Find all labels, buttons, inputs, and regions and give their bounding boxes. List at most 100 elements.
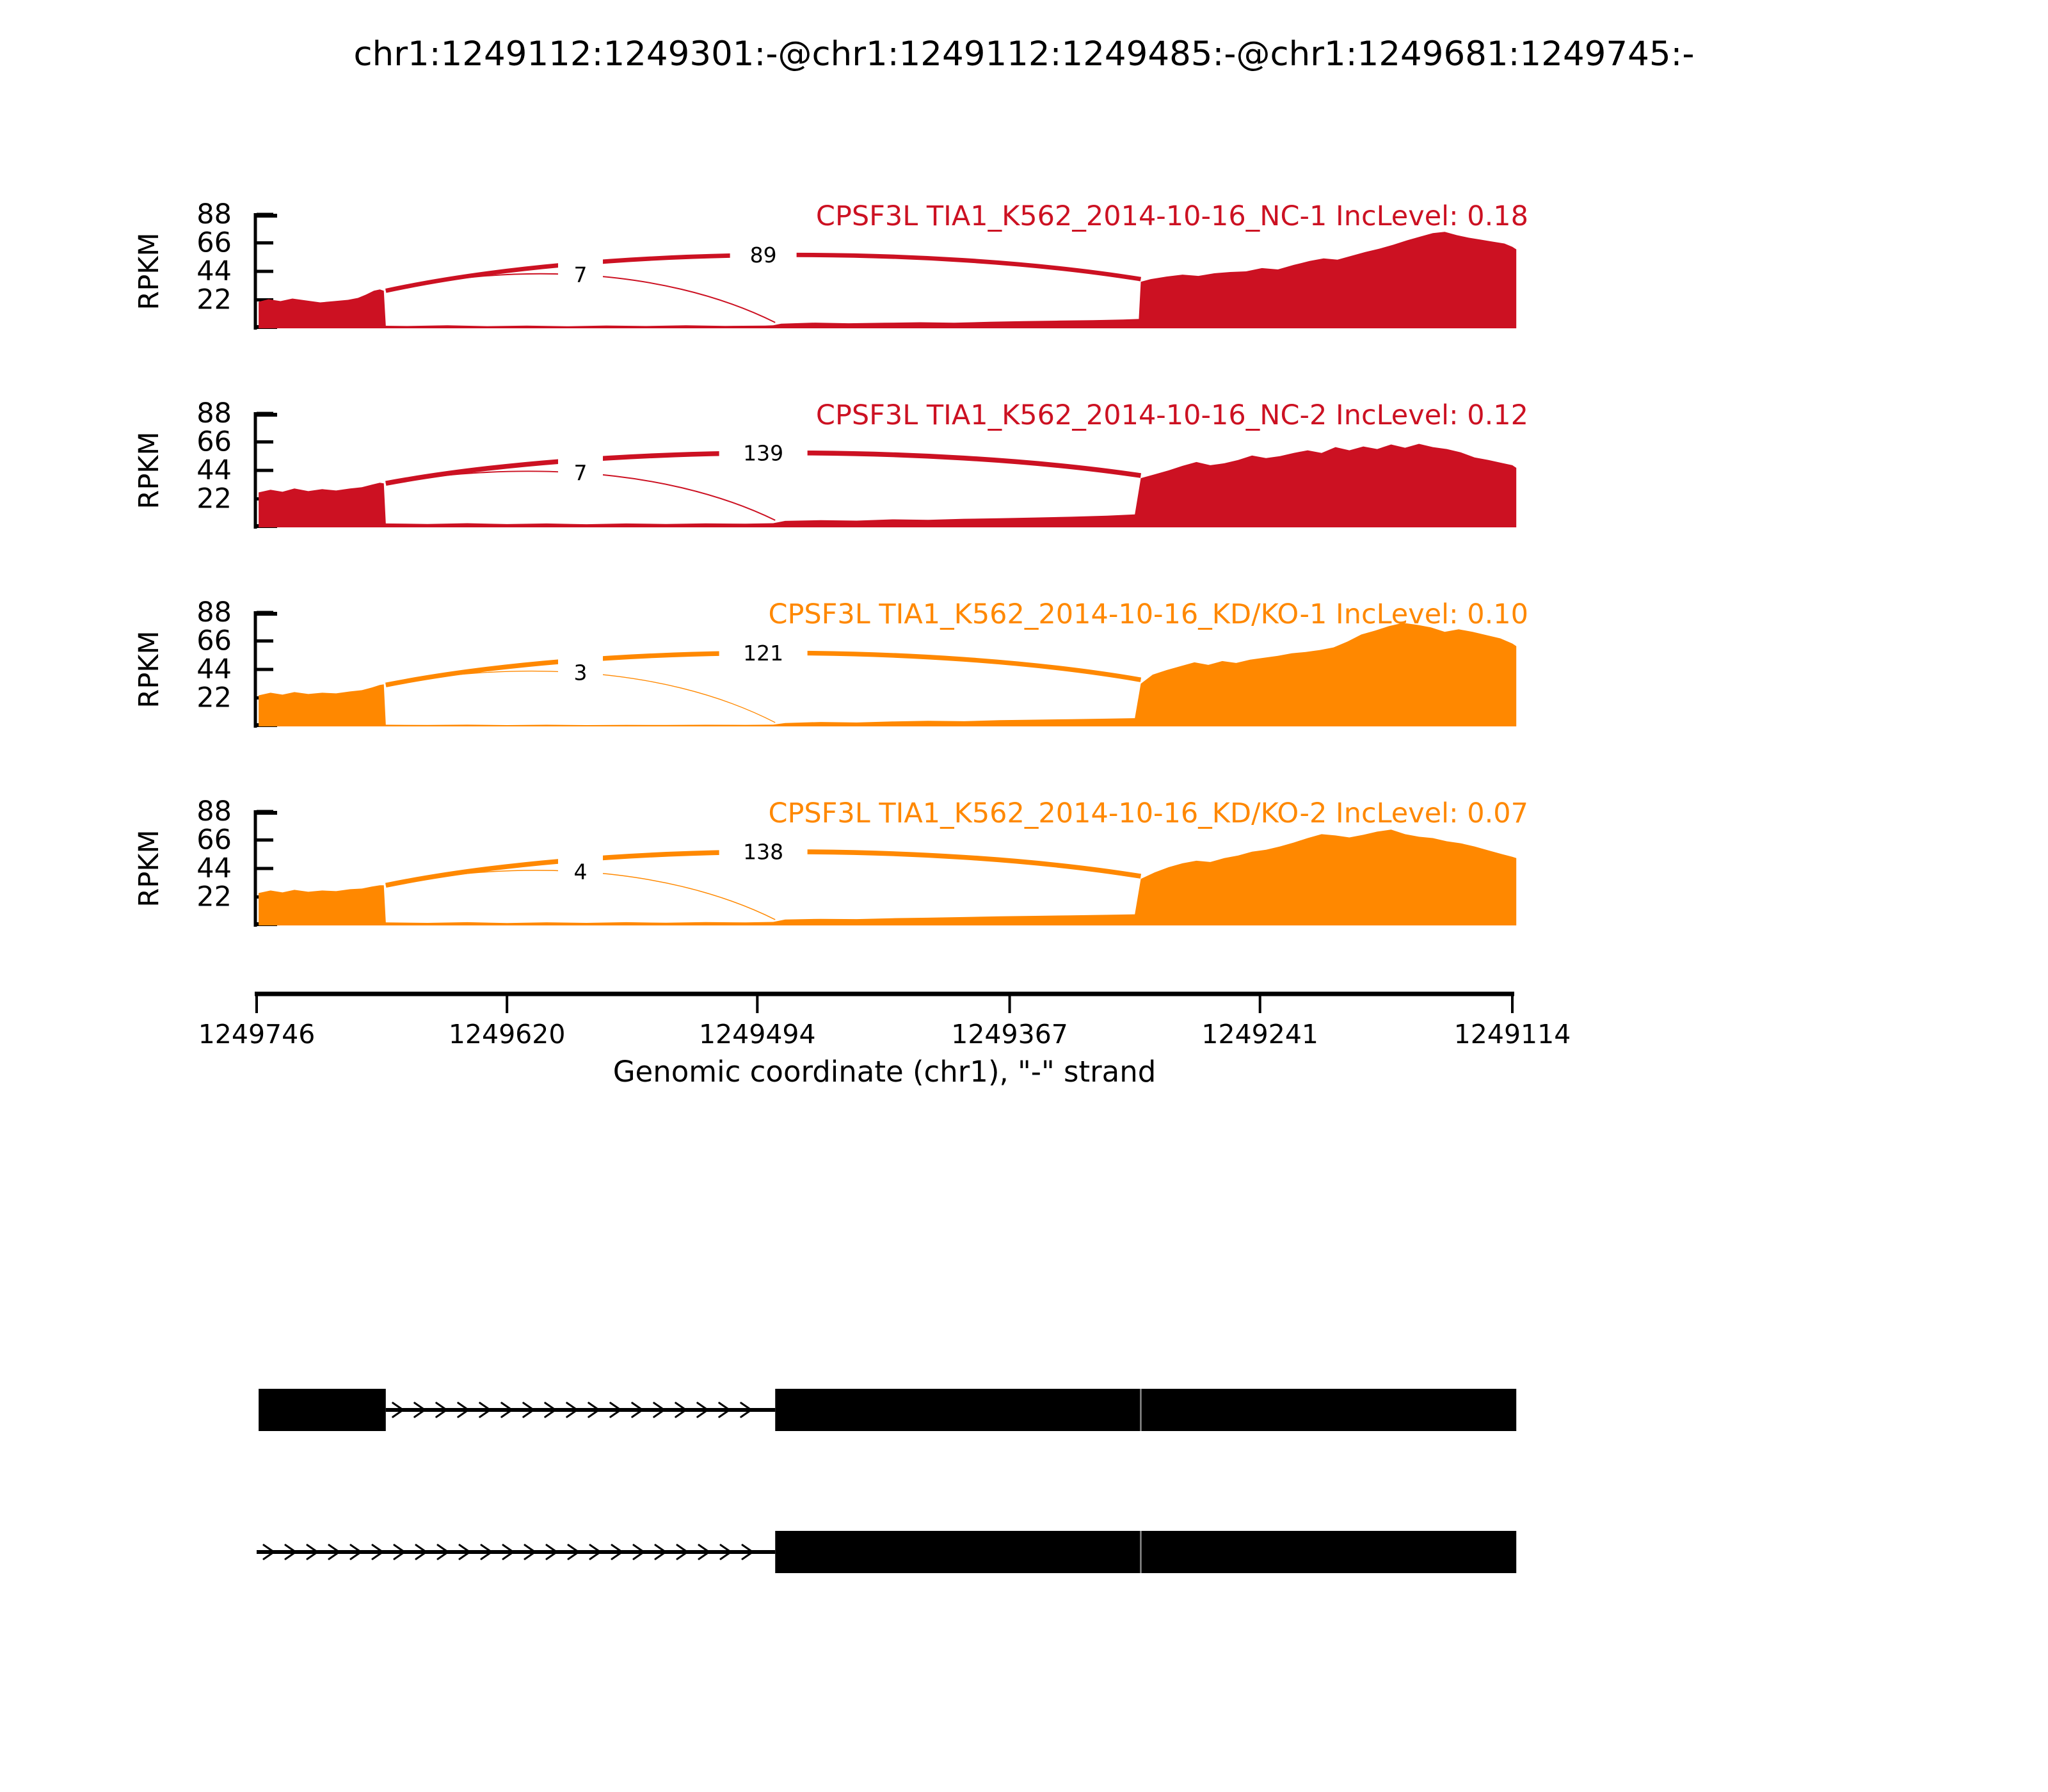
gene-model-isoform-1-inclusion <box>259 1389 1517 1431</box>
y-tick-label: 88 <box>196 796 232 828</box>
strand-arrow-icon <box>435 1402 448 1418</box>
y-tick-label: 66 <box>196 824 232 856</box>
strand-arrow-icon <box>479 1402 492 1418</box>
strand-arrow-icon <box>480 1544 493 1560</box>
strand-arrow-icon <box>609 1402 622 1418</box>
coverage-area <box>259 444 1517 527</box>
y-axis-title: RPKM <box>133 829 165 907</box>
x-tick-label: 1249494 <box>699 1019 816 1050</box>
y-tick-label: 44 <box>196 454 232 486</box>
x-axis-title: Genomic coordinate (chr1), "-" strand <box>613 1055 1156 1089</box>
coverage-area <box>259 623 1517 726</box>
strand-arrow-icon <box>741 1544 754 1560</box>
coverage-area <box>259 232 1517 328</box>
strand-arrow-icon <box>502 1544 515 1560</box>
strand-arrow-icon <box>589 1544 602 1560</box>
strand-arrow-icon <box>740 1402 753 1418</box>
track-sample-label: CPSF3L TIA1_K562_2014-10-16_NC-1 IncLeve… <box>816 200 1528 232</box>
track-sample-label: CPSF3L TIA1_K562_2014-10-16_KD/KO-1 IncL… <box>768 598 1528 630</box>
y-tick-label: 22 <box>196 682 232 714</box>
track-sample-label: CPSF3L TIA1_K562_2014-10-16_KD/KO-2 IncL… <box>768 797 1528 829</box>
y-axis-title: RPKM <box>133 431 165 509</box>
y-tick-label: 66 <box>196 625 232 657</box>
strand-arrow-icon <box>566 1402 579 1418</box>
strand-arrow-icon <box>718 1402 731 1418</box>
strand-arrow-icon <box>676 1544 689 1560</box>
junction-count-label: 7 <box>574 262 588 287</box>
y-tick-label: 22 <box>196 881 232 913</box>
junction-label-box <box>719 435 808 471</box>
strand-arrow-icon <box>284 1544 297 1560</box>
junction-count-label: 121 <box>743 641 783 666</box>
track-sample-label: CPSF3L TIA1_K562_2014-10-16_NC-2 IncLeve… <box>816 399 1528 431</box>
strand-arrow-icon <box>719 1544 732 1560</box>
junction-count-label: 139 <box>743 440 783 465</box>
exon-box <box>775 1531 1141 1573</box>
strand-arrow-icon <box>588 1402 600 1418</box>
x-tick-label: 1249114 <box>1454 1019 1571 1050</box>
x-tick-label: 1249367 <box>951 1019 1068 1050</box>
y-tick-label: 66 <box>196 227 232 259</box>
y-tick-label: 44 <box>196 255 232 287</box>
strand-arrow-icon <box>631 1402 644 1418</box>
y-tick-label: 88 <box>196 198 232 230</box>
strand-arrow-icon <box>675 1402 687 1418</box>
y-axis-title: RPKM <box>133 630 165 708</box>
x-tick-label: 1249746 <box>198 1019 316 1050</box>
strand-arrow-icon <box>611 1544 623 1560</box>
intron-strand-arrows <box>262 1544 754 1560</box>
strand-arrow-icon <box>524 1544 536 1560</box>
y-tick-label: 44 <box>196 653 232 685</box>
strand-arrow-icon <box>653 1402 666 1418</box>
strand-arrow-icon <box>349 1544 362 1560</box>
strand-arrow-icon <box>328 1544 340 1560</box>
strand-arrow-icon <box>698 1544 710 1560</box>
strand-arrow-icon <box>544 1402 557 1418</box>
junction-label-box <box>558 655 604 691</box>
junction-label-box <box>719 834 808 870</box>
junction-count-label: 7 <box>574 461 588 486</box>
strand-arrow-icon <box>654 1544 667 1560</box>
junction-label-box <box>719 635 808 671</box>
gene-model-isoform-2-skipping <box>257 1531 1517 1573</box>
strand-arrow-icon <box>545 1544 558 1560</box>
strand-arrow-icon <box>262 1544 275 1560</box>
exon-box <box>775 1389 1141 1431</box>
strand-arrow-icon <box>500 1402 513 1418</box>
y-tick-label: 88 <box>196 596 232 628</box>
x-tick-label: 1249241 <box>1201 1019 1318 1050</box>
junction-count-label: 4 <box>574 860 588 884</box>
y-tick-label: 22 <box>196 284 232 316</box>
strand-arrow-icon <box>632 1544 645 1560</box>
y-tick-label: 66 <box>196 426 232 458</box>
strand-arrow-icon <box>392 1402 404 1418</box>
junction-count-label: 3 <box>574 660 588 685</box>
junction-label-box <box>730 237 797 273</box>
junction-label-box <box>558 854 604 890</box>
strand-arrow-icon <box>457 1402 470 1418</box>
y-tick-label: 88 <box>196 397 232 429</box>
strand-arrow-icon <box>567 1544 580 1560</box>
exon-box <box>259 1389 386 1431</box>
strand-arrow-icon <box>371 1544 384 1560</box>
coverage-area <box>259 829 1517 925</box>
x-tick-label: 1249620 <box>449 1019 566 1050</box>
junction-count-label: 138 <box>743 840 783 865</box>
exon-box <box>1140 1389 1517 1431</box>
strand-arrow-icon <box>436 1544 449 1560</box>
exon-box <box>1140 1531 1517 1573</box>
figure-title: chr1:1249112:1249301:-@chr1:1249112:1249… <box>353 35 1695 74</box>
strand-arrow-icon <box>458 1544 471 1560</box>
strand-arrow-icon <box>393 1544 406 1560</box>
junction-label-box <box>558 257 604 293</box>
strand-arrow-icon <box>413 1402 426 1418</box>
intron-strand-arrows <box>392 1402 753 1418</box>
